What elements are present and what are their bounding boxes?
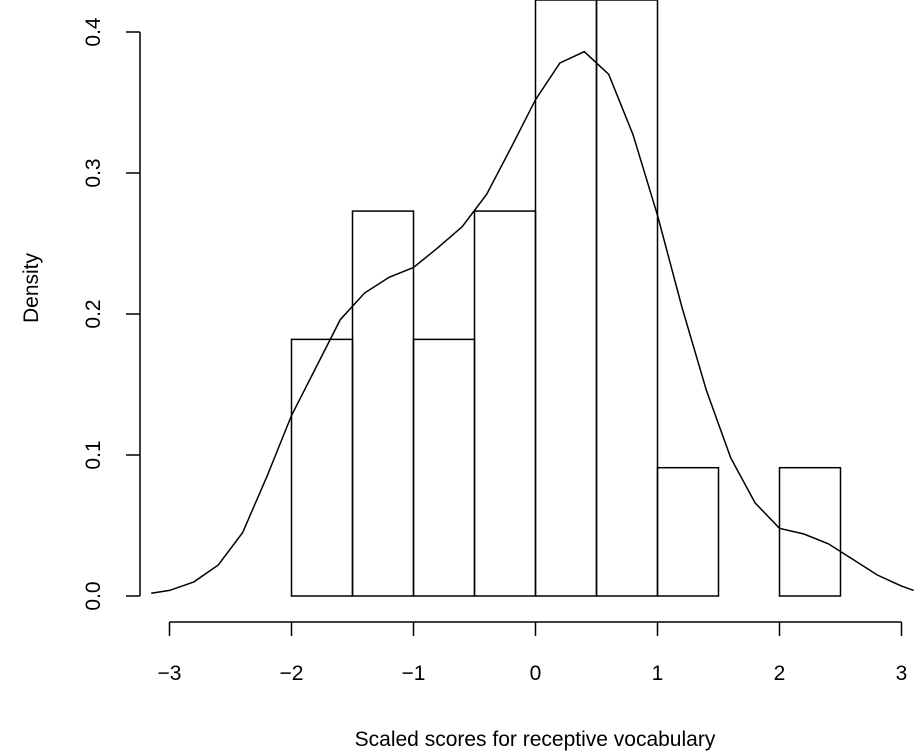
x-axis-title: Scaled scores for receptive vocabulary — [355, 728, 716, 751]
x-axis: −3 −2 −1 0 1 2 3 — [158, 621, 908, 685]
x-tick-label: 0 — [530, 662, 542, 685]
y-tick-label: 0.1 — [82, 440, 105, 469]
y-axis-title: Density — [20, 252, 43, 323]
x-tick-label: 2 — [774, 662, 786, 685]
y-tick-label: 0.0 — [82, 581, 105, 610]
histogram-bar — [656, 466, 720, 597]
histogram-bars — [290, 0, 842, 597]
y-tick-label: 0.3 — [82, 158, 105, 187]
x-tick-label: 1 — [652, 662, 664, 685]
histogram-bar — [473, 210, 537, 597]
density-curve — [151, 50, 914, 594]
histogram-bar — [534, 0, 598, 597]
x-tick-label: 3 — [896, 662, 908, 685]
y-tick-label: 0.2 — [82, 299, 105, 328]
histogram-bar — [595, 0, 659, 597]
histogram-bar — [290, 338, 354, 597]
y-axis: 0.0 0.1 0.2 0.3 0.4 — [82, 17, 141, 611]
histogram-bar — [351, 210, 415, 597]
y-tick-label: 0.4 — [82, 17, 105, 47]
x-tick-label: −1 — [402, 662, 426, 685]
histogram-bar — [778, 466, 842, 597]
x-tick-label: −2 — [280, 662, 304, 685]
histogram-bar — [412, 338, 476, 597]
x-tick-label: −3 — [158, 662, 182, 685]
